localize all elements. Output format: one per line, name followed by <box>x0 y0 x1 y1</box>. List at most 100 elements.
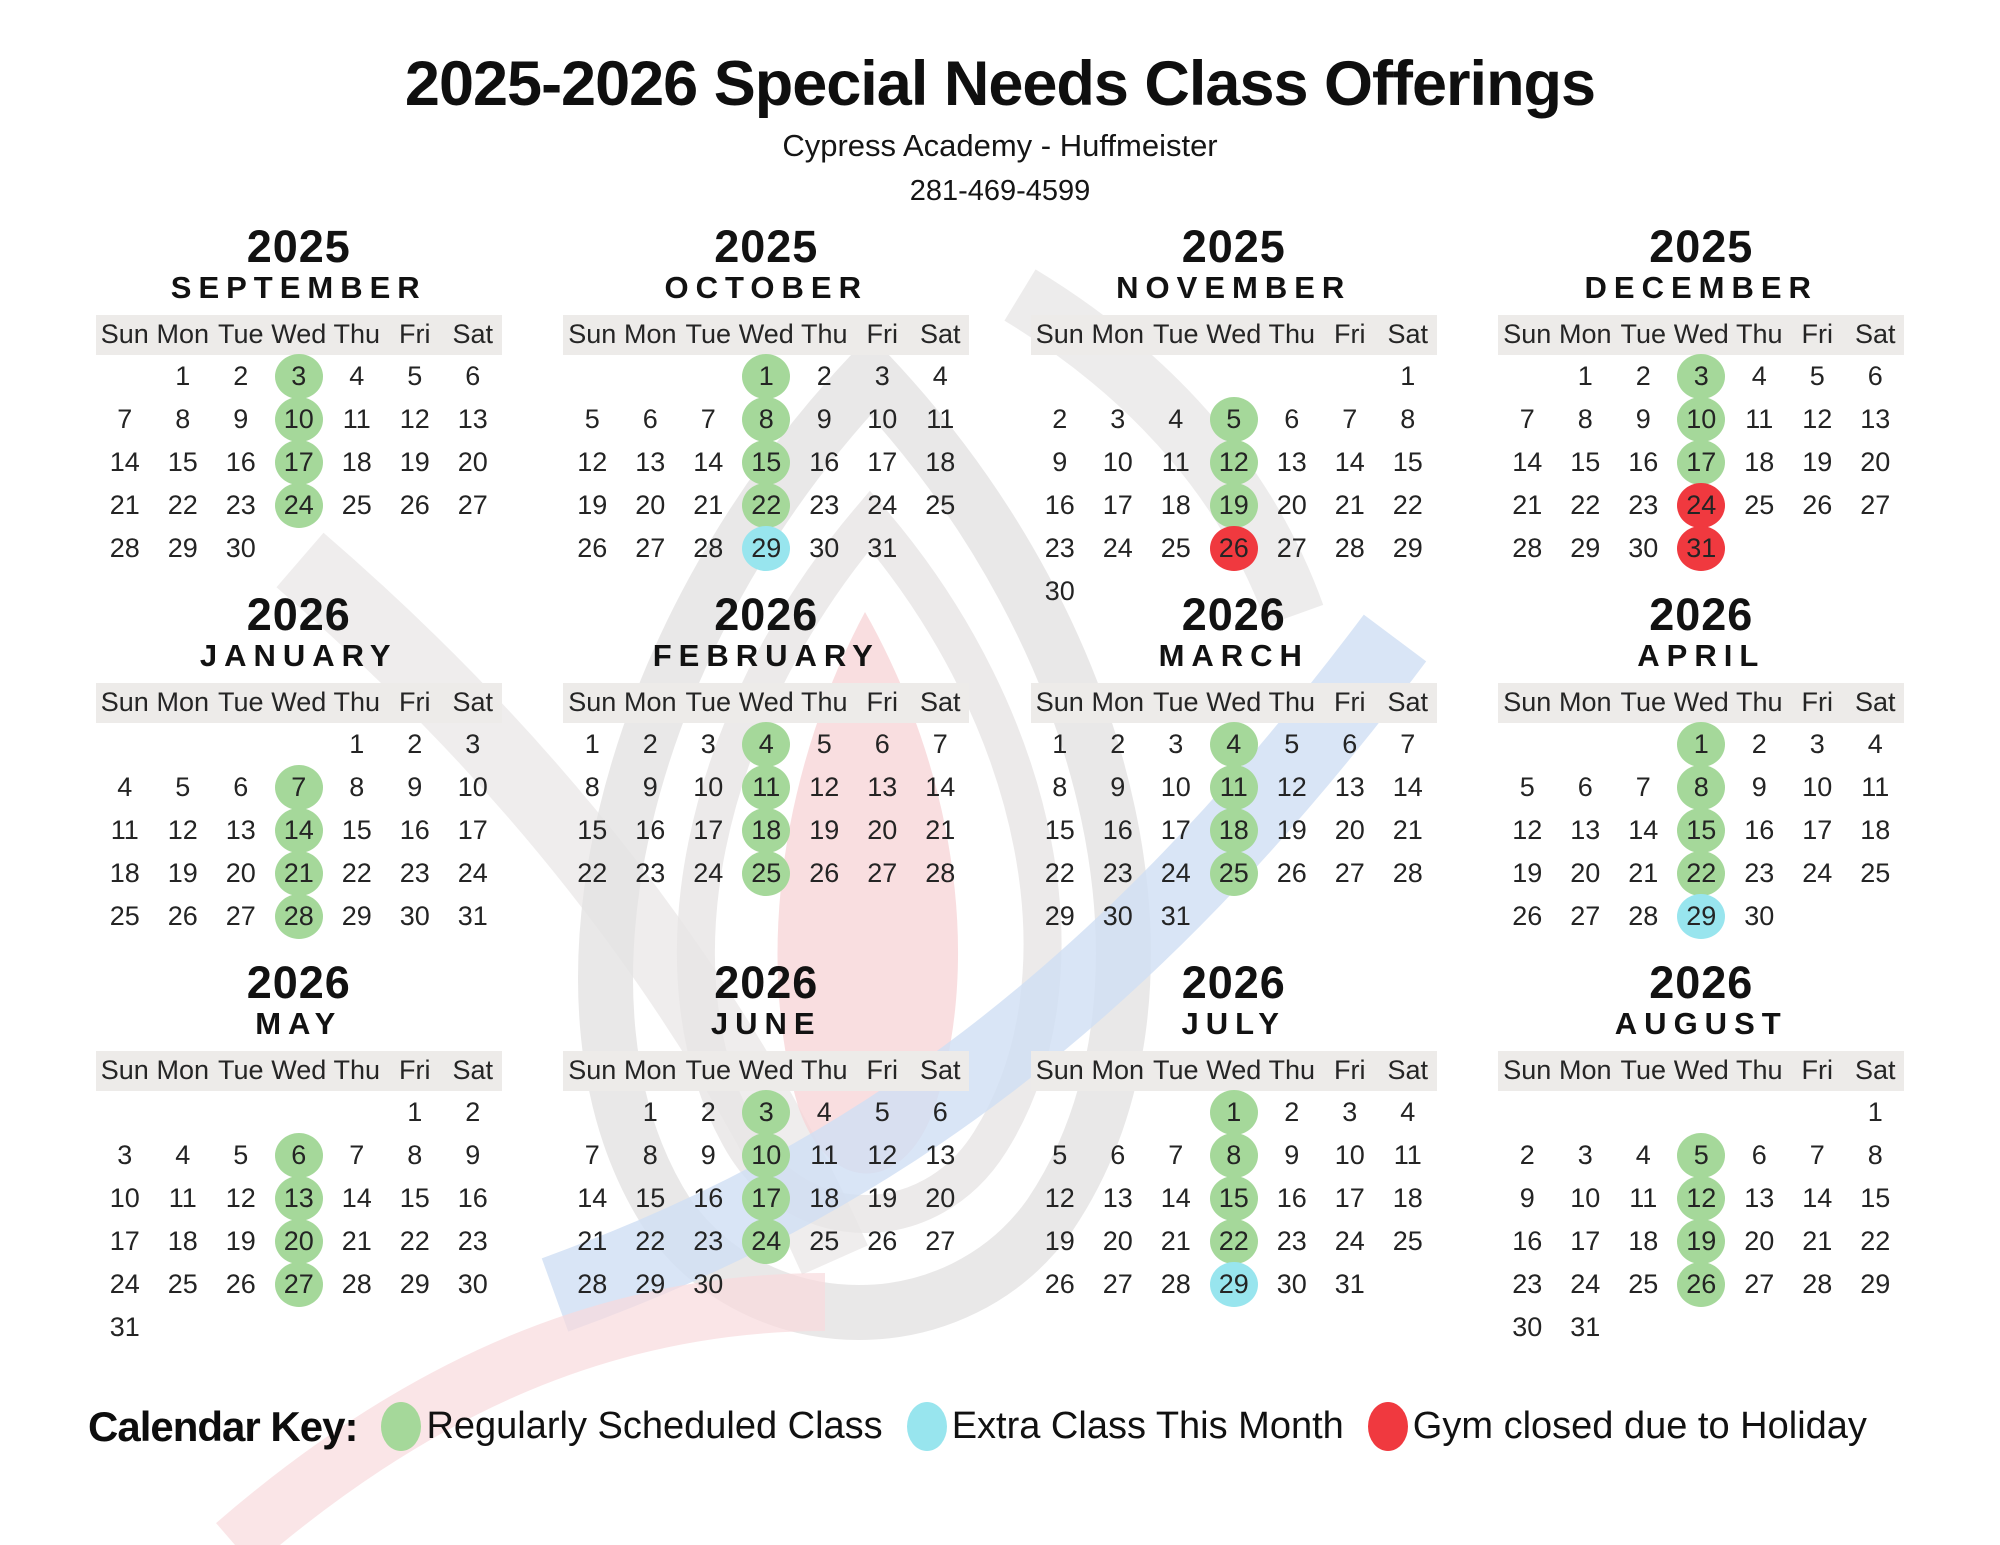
date-5: 5 <box>175 771 191 802</box>
date-8: 8 <box>1052 771 1068 802</box>
date-12: 12 <box>1802 403 1833 434</box>
legend-item-red: Gym closed due to Holiday <box>1367 1402 1867 1451</box>
dates-grid: 1 2 3 4 5 6 7 8 9 10 11 12 13 14 15 16 17 18 19 20 21 22 23 24 2… <box>563 353 969 571</box>
date-18-green-highlight: 18 <box>1205 807 1263 853</box>
day-header-wed: Wed <box>738 319 794 350</box>
legend-dot-cyan <box>906 1402 947 1451</box>
day-header-sun: Sun <box>1035 1055 1084 1086</box>
month-year: 2026 <box>246 589 351 641</box>
date-26: 26 <box>1512 900 1543 931</box>
date-13: 13 <box>925 1139 956 1170</box>
date-10: 10 <box>1334 1139 1365 1170</box>
empty-cell <box>563 1091 621 1134</box>
dates-grid: 1 2 3 4 5 6 7 8 9 10 11 12 13 14 15 16 17 18 19 20 21 22 23 24 2… <box>563 721 969 896</box>
dates-grid: 1 2 3 4 5 6 7 8 9 10 11 12 13 14 15 16 17 18 19 20 21 22 23 24 2… <box>1031 1089 1437 1307</box>
date-30: 30 <box>1276 1268 1307 1299</box>
day-header-wed: Wed <box>1206 1055 1262 1086</box>
date-10: 10 <box>867 403 898 434</box>
day-header-thu: Thu <box>333 1055 381 1086</box>
date-25: 25 <box>1628 1268 1659 1299</box>
date-26: 26 <box>867 1225 898 1256</box>
date-23: 23 <box>1276 1225 1307 1256</box>
date-5: 5 <box>584 403 600 434</box>
month-name: JANUARY <box>199 638 398 674</box>
date-27: 27 <box>867 857 898 888</box>
date-21: 21 <box>1392 814 1423 845</box>
date-16: 16 <box>1276 1182 1307 1213</box>
day-header-wed: Wed <box>271 687 327 718</box>
date-11: 11 <box>1745 403 1774 434</box>
date-18-green-highlight: 18 <box>737 807 795 853</box>
dates-grid: 1 2 3 4 5 6 7 8 9 10 11 12 13 14 15 16 17 18 19 20 21 22 23 24 2… <box>96 1091 502 1349</box>
day-header-sun: Sun <box>1035 319 1084 350</box>
location-subtitle: Cypress Academy - Huffmeister <box>782 128 1218 164</box>
date-6: 6 <box>1577 771 1593 802</box>
date-19: 19 <box>167 857 198 888</box>
day-header-mon: Mon <box>1091 1055 1145 1086</box>
date-25-green-highlight: 25 <box>1205 850 1263 896</box>
day-header-wed: Wed <box>271 1055 327 1086</box>
date-11: 11 <box>926 403 955 434</box>
date-22: 22 <box>1570 489 1601 520</box>
date-26: 26 <box>399 489 430 520</box>
date-1-green-highlight: 1 <box>1205 1089 1263 1135</box>
page-title: 2025-2026 Special Needs Class Offerings <box>404 49 1596 119</box>
date-2: 2 <box>1052 403 1068 434</box>
empty-cell <box>563 355 621 398</box>
day-header-sat: Sat <box>1854 687 1896 718</box>
date-23: 23 <box>635 857 666 888</box>
date-4: 4 <box>175 1139 191 1170</box>
date-17: 17 <box>693 814 724 845</box>
date-6: 6 <box>1751 1139 1767 1170</box>
date-7: 7 <box>932 728 948 759</box>
date-17: 17 <box>1334 1182 1365 1213</box>
date-7: 7 <box>1635 771 1651 802</box>
date-5: 5 <box>1809 360 1825 391</box>
date-24: 24 <box>1334 1225 1365 1256</box>
day-header-sun: Sun <box>568 1055 617 1086</box>
month-year: 2026 <box>1649 589 1754 641</box>
date-4: 4 <box>1867 728 1883 759</box>
date-30: 30 <box>693 1268 724 1299</box>
date-25: 25 <box>1392 1225 1423 1256</box>
empty-cell <box>1147 1091 1205 1134</box>
date-4: 4 <box>932 360 948 391</box>
month-name: DECEMBER <box>1584 270 1818 306</box>
day-header-fri: Fri <box>1334 319 1366 350</box>
date-14: 14 <box>1160 1182 1191 1213</box>
date-26: 26 <box>225 1268 256 1299</box>
date-1: 1 <box>407 1096 423 1127</box>
day-header-tue: Tue <box>685 1055 732 1086</box>
date-25: 25 <box>109 900 140 931</box>
day-header-thu: Thu <box>1735 687 1783 718</box>
date-26: 26 <box>1276 857 1307 888</box>
date-9: 9 <box>1635 403 1651 434</box>
date-24: 24 <box>1802 857 1833 888</box>
date-10: 10 <box>693 771 724 802</box>
date-12: 12 <box>1276 771 1307 802</box>
day-header-mon: Mon <box>623 319 677 350</box>
date-11: 11 <box>1861 771 1890 802</box>
date-22-green-highlight: 22 <box>737 482 795 528</box>
date-28: 28 <box>1628 900 1659 931</box>
date-14-green-highlight: 14 <box>270 807 328 853</box>
date-19: 19 <box>867 1182 898 1213</box>
empty-cell <box>679 355 737 398</box>
date-30: 30 <box>399 900 430 931</box>
date-12: 12 <box>577 446 608 477</box>
date-15: 15 <box>1392 446 1423 477</box>
weekday-header-row: Sun Mon Tue Wed Thu Fri Sat <box>1498 314 1905 355</box>
day-header-tue: Tue <box>1152 1055 1199 1086</box>
date-22: 22 <box>1860 1225 1891 1256</box>
date-27: 27 <box>1276 532 1307 563</box>
date-23: 23 <box>1044 532 1075 563</box>
date-15: 15 <box>577 814 608 845</box>
date-24: 24 <box>1160 857 1191 888</box>
day-header-fri: Fri <box>866 1055 898 1086</box>
date-31: 31 <box>1570 1311 1601 1342</box>
date-3-green-highlight: 3 <box>270 353 328 399</box>
